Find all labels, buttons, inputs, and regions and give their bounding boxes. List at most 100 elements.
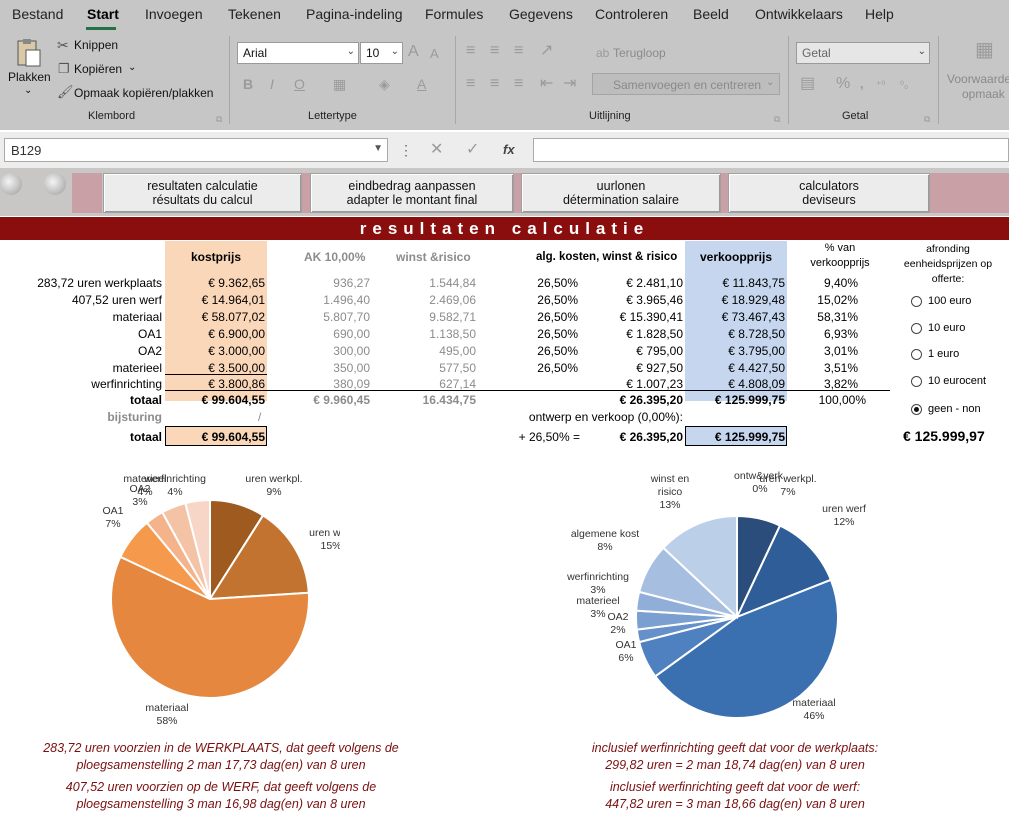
row-pct: 26,50% bbox=[537, 293, 578, 307]
globe-icon[interactable] bbox=[0, 173, 22, 195]
tab-pagina-indeling[interactable]: Pagina-indeling bbox=[306, 6, 403, 22]
pie-label: materieel bbox=[576, 595, 619, 607]
tab-controleren[interactable]: Controleren bbox=[595, 6, 669, 22]
indent-icon[interactable]: ⇤ bbox=[540, 75, 554, 92]
format-painter-button[interactable]: Opmaak kopiëren/plakken bbox=[74, 86, 214, 100]
nav-uurlonen-button[interactable]: uurlonen détermination salaire bbox=[521, 173, 721, 213]
pie-label: 58% bbox=[156, 715, 177, 727]
tab-formules[interactable]: Formules bbox=[425, 6, 484, 22]
tab-start[interactable]: Start bbox=[87, 6, 119, 22]
pie-label: uren werf bbox=[309, 527, 340, 539]
chevron-down-icon: ⌄ bbox=[917, 46, 926, 57]
tab-ontwikkelaars[interactable]: Ontwikkelaars bbox=[755, 6, 843, 22]
format-painter-icon[interactable]: 🖌 bbox=[57, 84, 74, 99]
pie-label: uren werf bbox=[822, 503, 866, 515]
pie-label: materieel bbox=[123, 473, 166, 485]
currency-icon[interactable]: ▤ bbox=[800, 75, 816, 92]
merge-center-button[interactable]: Samenvoegen en centreren ⌄ bbox=[592, 73, 780, 95]
comma-style-icon[interactable]: , bbox=[860, 76, 864, 91]
increase-font-icon[interactable]: A bbox=[408, 43, 419, 60]
tab-beeld[interactable]: Beeld bbox=[693, 6, 729, 22]
row-share: 6,93% bbox=[823, 327, 858, 341]
number-launcher-icon[interactable]: ⧉ bbox=[924, 114, 931, 124]
paste-button[interactable]: Plakken bbox=[8, 70, 51, 84]
font-size-select[interactable]: 10 ⌄ bbox=[360, 42, 403, 64]
alignment-launcher-icon[interactable]: ⧉ bbox=[774, 114, 781, 124]
note-werf-incl: inclusief werfinrichting geeft dat voor … bbox=[605, 780, 865, 811]
paste-chevron-icon[interactable]: ⌄ bbox=[24, 85, 33, 96]
orientation-icon[interactable]: ↗ bbox=[540, 42, 554, 59]
row-kost: € 9.362,65 bbox=[208, 276, 265, 290]
header-share: % van verkoopprijs bbox=[810, 242, 870, 269]
copy-chevron-icon[interactable]: ⌄ bbox=[128, 62, 137, 73]
pie-slice-werfinrichting bbox=[184, 498, 211, 600]
increase-decimal-icon[interactable]: ⁺⁰ bbox=[876, 80, 886, 91]
row-ak: 300,00 bbox=[333, 344, 370, 358]
globe-icon[interactable] bbox=[44, 173, 66, 195]
rounding-option-label: geen - non bbox=[928, 403, 981, 415]
cut-button[interactable]: Knippen bbox=[74, 38, 119, 52]
rounding-radio[interactable] bbox=[911, 323, 922, 334]
row-alg: € 1.828,50 bbox=[626, 327, 683, 341]
decrease-font-icon[interactable]: A bbox=[430, 46, 439, 61]
rounding-radio[interactable] bbox=[911, 296, 922, 307]
more-options-icon[interactable]: ⋮ bbox=[399, 142, 413, 158]
pie-slice-winst-en-risico bbox=[661, 514, 738, 620]
percent-icon[interactable]: % bbox=[836, 75, 851, 92]
pie-label: werfinrichting bbox=[143, 473, 206, 485]
confirm-icon[interactable]: ✓ bbox=[466, 141, 480, 158]
tab-tekenen[interactable]: Tekenen bbox=[228, 6, 281, 22]
align-top-icon[interactable]: ≡ bbox=[466, 42, 476, 59]
align-bottom-icon[interactable]: ≡ bbox=[514, 42, 524, 59]
conditional-format-button[interactable]: Voorwaarde bbox=[947, 72, 1009, 86]
row-label: materiaal bbox=[112, 310, 162, 324]
header-alg: alg. kosten, winst & risico bbox=[536, 251, 678, 263]
align-middle-icon[interactable]: ≡ bbox=[490, 42, 500, 59]
pie-label: 4% bbox=[167, 486, 182, 498]
decrease-decimal-icon[interactable]: ⁰₀ bbox=[900, 80, 909, 91]
final-kost-box bbox=[165, 426, 267, 446]
rounding-radio[interactable] bbox=[911, 376, 922, 387]
scissors-icon[interactable]: ✂ bbox=[57, 37, 69, 53]
tab-gegevens[interactable]: Gegevens bbox=[509, 6, 573, 22]
ribbon-separator bbox=[788, 36, 789, 124]
paste-icon[interactable] bbox=[14, 38, 42, 68]
font-color-icon[interactable]: A bbox=[417, 76, 427, 92]
copy-icon[interactable]: ❐ bbox=[58, 61, 70, 76]
wrap-text-button[interactable]: Terugloop bbox=[613, 46, 666, 60]
clipboard-launcher-icon[interactable]: ⧉ bbox=[216, 114, 223, 124]
cancel-icon[interactable]: ✕ bbox=[430, 141, 444, 158]
number-format-select[interactable]: Getal ⌄ bbox=[796, 42, 930, 64]
wrap-text-icon[interactable]: ab bbox=[596, 46, 610, 60]
rounding-radio[interactable] bbox=[911, 404, 922, 415]
font-name-select[interactable]: Arial ⌄ bbox=[237, 42, 359, 64]
align-center-icon[interactable]: ≡ bbox=[490, 75, 500, 92]
row-label: OA2 bbox=[137, 344, 162, 358]
italic-icon[interactable]: I bbox=[270, 76, 274, 92]
tab-bestand[interactable]: Bestand bbox=[12, 6, 64, 22]
tab-invoegen[interactable]: Invoegen bbox=[145, 6, 203, 22]
nav-resultaten-button[interactable]: resultaten calculatie résultats du calcul bbox=[103, 173, 302, 213]
pie-label: OA1 bbox=[615, 639, 636, 651]
nav-calculators-button[interactable]: calculators deviseurs bbox=[728, 173, 930, 213]
align-right-icon[interactable]: ≡ bbox=[514, 75, 524, 92]
rounding-radio[interactable] bbox=[911, 349, 922, 360]
align-left-icon[interactable]: ≡ bbox=[466, 75, 476, 92]
insert-function-button[interactable]: fx bbox=[503, 142, 515, 157]
pie-label: uren werkpl. bbox=[759, 473, 816, 485]
conditional-format-icon[interactable]: ▦ bbox=[975, 39, 994, 61]
nav-spacer bbox=[721, 173, 728, 213]
outdent-icon[interactable]: ⇥ bbox=[563, 75, 577, 92]
formula-input[interactable] bbox=[533, 138, 1009, 162]
font-group-label: Lettertype bbox=[308, 110, 357, 122]
borders-icon[interactable]: ▦ bbox=[333, 76, 347, 92]
copy-button[interactable]: Kopiëren bbox=[74, 62, 123, 76]
underline-icon[interactable]: O bbox=[294, 76, 305, 92]
tab-help[interactable]: Help bbox=[865, 6, 894, 22]
nav-eindbedrag-button[interactable]: eindbedrag aanpassen adapter le montant f… bbox=[310, 173, 514, 213]
fill-color-icon[interactable]: ◈ bbox=[379, 76, 390, 92]
bold-icon[interactable]: B bbox=[243, 76, 254, 92]
total-alg: € 26.395,20 bbox=[619, 393, 683, 407]
name-box[interactable]: B129 ▼ bbox=[4, 138, 388, 162]
